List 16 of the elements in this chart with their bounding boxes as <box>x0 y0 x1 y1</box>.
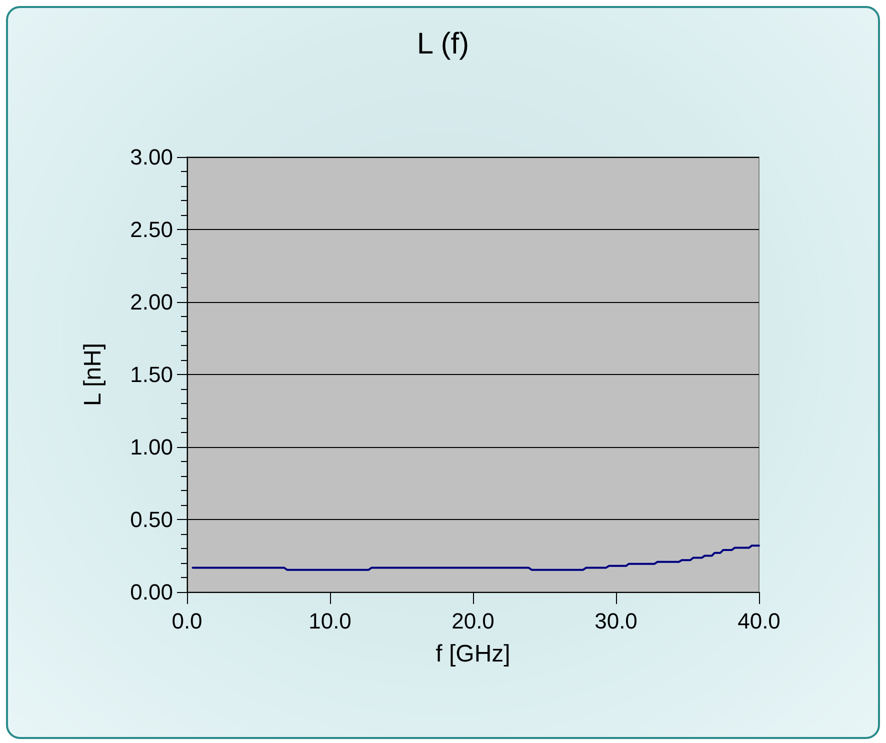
y-tick-label: 2.00 <box>130 290 173 314</box>
y-tick-label: 1.00 <box>130 434 173 460</box>
y-tick-label: 1.50 <box>130 362 173 387</box>
x-tick-label: 20.0 <box>452 608 494 634</box>
chart-title: L (f) <box>416 28 470 60</box>
line-series <box>192 544 760 571</box>
y-tick-label: 2.50 <box>130 217 173 242</box>
x-tick-label: 30.0 <box>594 608 638 634</box>
y-tick-label: 0.50 <box>130 507 173 532</box>
y-tick-label: 3.00 <box>130 144 173 170</box>
y-axis-title: L [nH] <box>80 342 106 406</box>
x-tick-label: 40.0 <box>738 608 780 634</box>
x-tick-label: 10.0 <box>308 608 352 634</box>
x-tick-label: 0.0 <box>172 608 202 634</box>
x-axis-title: f [GHz] <box>436 640 510 668</box>
y-tick-label: 0.00 <box>130 580 173 604</box>
